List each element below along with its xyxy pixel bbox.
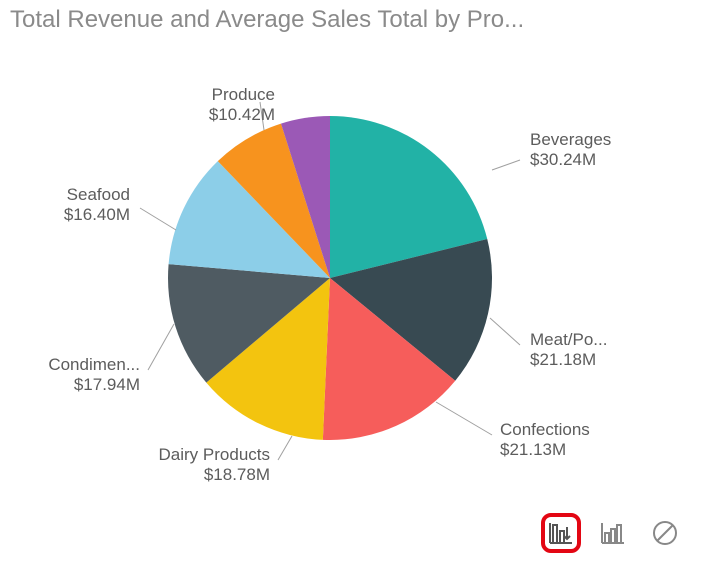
label-tick [492,160,520,170]
label-tick [140,208,176,230]
label-tick [278,436,292,460]
sort-ascending-icon [599,519,627,547]
sort-descending-icon [547,519,575,547]
chart-title: Total Revenue and Average Sales Total by… [10,6,524,34]
slice-label: Seafood$16.40M [64,185,130,224]
slice-label: Produce$10.42M [209,85,275,124]
sort-ascending-button[interactable] [593,513,633,553]
slice-label: Dairy Products$18.78M [159,445,270,484]
label-tick [148,324,174,370]
label-tick [436,402,492,435]
no-entry-icon [651,519,679,547]
sort-descending-button[interactable] [541,513,581,553]
label-tick [260,102,264,130]
chart-card: Total Revenue and Average Sales Total by… [0,0,715,569]
clear-sort-button[interactable] [645,513,685,553]
sort-toolbar [541,513,685,553]
slice-label: Confections$21.13M [500,420,590,459]
slice-label: Condimen...$17.94M [48,355,140,394]
slice-label: Meat/Po...$21.18M [530,330,607,369]
slice-label: Beverages$30.24M [530,130,611,169]
pie-chart: Beverages$30.24M Meat/Po...$21.18M Confect… [0,40,715,500]
label-tick [490,318,520,345]
